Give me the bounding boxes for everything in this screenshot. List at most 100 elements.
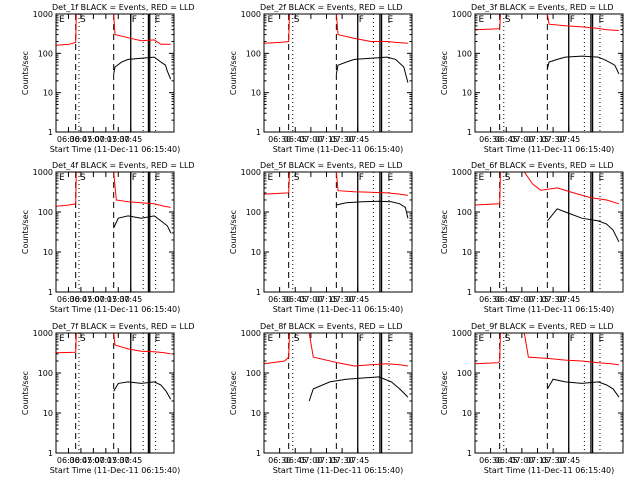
marker-label: E — [59, 334, 65, 344]
events-series-line — [547, 208, 620, 243]
lld-series-line — [264, 14, 408, 44]
events-series-line — [308, 376, 409, 402]
x-tick-label: 07:30 — [542, 135, 565, 144]
marker-label: E — [599, 334, 605, 344]
x-tick-label: 06:45 — [495, 295, 518, 304]
x-tick-label: 06:45 — [284, 456, 307, 465]
panel-title: Det_4f BLACK = Events, RED = LLD — [52, 161, 195, 170]
x-tick-label: 07:00 — [82, 456, 105, 465]
x-tick-label: 07:15 — [315, 135, 338, 144]
y-tick-label: 10 — [43, 248, 53, 257]
panel-title: Det_6f BLACK = Events, RED = LLD — [471, 161, 614, 170]
x-tick-label: 07:30 — [107, 135, 130, 144]
x-tick-label: 07:30 — [542, 456, 565, 465]
x-tick-label: 07:00 — [299, 456, 322, 465]
marker-label: F — [570, 334, 575, 344]
y-tick-label: 1 — [256, 288, 261, 297]
y-tick-label: 1000 — [33, 329, 53, 338]
x-tick-label: 06:30 — [268, 295, 291, 304]
plot-frame — [263, 332, 413, 454]
events-series-line — [546, 55, 620, 75]
marker-label: F — [132, 334, 137, 344]
y-tick-label: 1 — [467, 128, 472, 137]
x-tick-label: 07:00 — [299, 295, 322, 304]
y-tick-label: 100 — [246, 369, 261, 378]
marker-label: E — [388, 334, 394, 344]
marker-label: E — [59, 15, 65, 25]
x-tick-label: 07:15 — [94, 456, 117, 465]
plot-frame — [55, 171, 175, 293]
marker-label: F — [132, 15, 137, 25]
events-series-line — [113, 215, 172, 234]
x-tick-label: 06:30 — [479, 456, 502, 465]
lld-series-line — [475, 14, 619, 31]
x-tick-label: 07:45 — [346, 295, 369, 304]
x-tick-label: 06:30 — [57, 456, 80, 465]
panel-9: Det_9f BLACK = Events, RED = LLD E S F E 1 10 1… — [440, 322, 624, 475]
y-tick-label: 100 — [38, 369, 53, 378]
lld-series-line — [264, 333, 408, 367]
x-axis-label: Start Time (11-Dec-11 06:15:40) — [484, 466, 615, 475]
marker-label: S — [80, 334, 86, 344]
y-tick-label: 1 — [48, 288, 53, 297]
marker-label: E — [478, 173, 484, 183]
marker-label: E — [267, 334, 273, 344]
y-axis-label: Counts/sec — [440, 371, 449, 415]
x-tick-label: 07:30 — [107, 456, 130, 465]
x-tick-label: 06:45 — [495, 135, 518, 144]
y-tick-label: 1 — [48, 128, 53, 137]
y-tick-label: 1 — [256, 128, 261, 137]
panel-6: Det_6f BLACK = Events, RED = LLD E S F E 1 10 1… — [440, 161, 624, 314]
plot-frame — [55, 13, 175, 133]
plot-frame — [474, 332, 624, 454]
y-tick-label: 1000 — [241, 168, 261, 177]
marker-label: E — [599, 15, 605, 25]
x-tick-label: 06:30 — [57, 135, 80, 144]
x-tick-label: 07:00 — [82, 295, 105, 304]
panel-title: Det_8f BLACK = Events, RED = LLD — [260, 322, 403, 331]
marker-label: S — [505, 173, 511, 183]
panel-title: Det_9f BLACK = Events, RED = LLD — [471, 322, 614, 331]
y-tick-label: 10 — [462, 248, 472, 257]
x-tick-label: 07:15 — [315, 295, 338, 304]
lld-series-line — [56, 14, 171, 46]
x-tick-label: 06:30 — [268, 456, 291, 465]
x-tick-label: 07:15 — [94, 135, 117, 144]
panel-title: Det_1f BLACK = Events, RED = LLD — [52, 3, 195, 12]
x-axis-label: Start Time (11-Dec-11 06:15:40) — [50, 466, 181, 475]
plot-frame — [263, 13, 413, 133]
events-series-line — [113, 381, 172, 400]
events-series-line — [546, 378, 620, 398]
marker-label: E — [388, 173, 394, 183]
panel-2: Det_2f BLACK = Events, RED = LLD E S F E 1 10 1… — [229, 3, 413, 154]
panel-5: Det_5f BLACK = Events, RED = LLD E S F E 1 10 1… — [229, 161, 413, 314]
y-tick-label: 100 — [457, 49, 472, 58]
marker-label: E — [388, 15, 394, 25]
x-tick-label: 07:45 — [346, 456, 369, 465]
panel-3: Det_3f BLACK = Events, RED = LLD E S F E 1 10 1… — [440, 3, 624, 154]
panel-4: Det_4f BLACK = Events, RED = LLD E S F E 1 10 1… — [21, 161, 195, 314]
x-tick-label: 06:45 — [69, 456, 92, 465]
y-axis-label: Counts/sec — [21, 51, 30, 95]
x-tick-label: 06:45 — [495, 456, 518, 465]
x-tick-label: 07:30 — [107, 295, 130, 304]
y-axis-label: Counts/sec — [21, 210, 30, 254]
events-series-line — [336, 200, 409, 219]
y-axis-label: Counts/sec — [229, 371, 238, 415]
x-tick-label: 07:00 — [510, 135, 533, 144]
marker-label: S — [294, 15, 300, 25]
plot-frame — [474, 171, 624, 293]
lld-series-line — [475, 172, 620, 206]
y-tick-label: 1000 — [33, 10, 53, 19]
x-tick-label: 06:45 — [69, 295, 92, 304]
x-tick-label: 07:30 — [542, 295, 565, 304]
y-tick-label: 1000 — [241, 10, 261, 19]
y-tick-label: 1 — [467, 288, 472, 297]
y-tick-label: 100 — [246, 49, 261, 58]
y-axis-label: Counts/sec — [21, 371, 30, 415]
y-tick-label: 10 — [251, 409, 261, 418]
x-tick-label: 07:15 — [526, 456, 549, 465]
y-tick-label: 10 — [462, 409, 472, 418]
x-tick-label: 07:45 — [557, 456, 580, 465]
marker-label: F — [359, 334, 364, 344]
